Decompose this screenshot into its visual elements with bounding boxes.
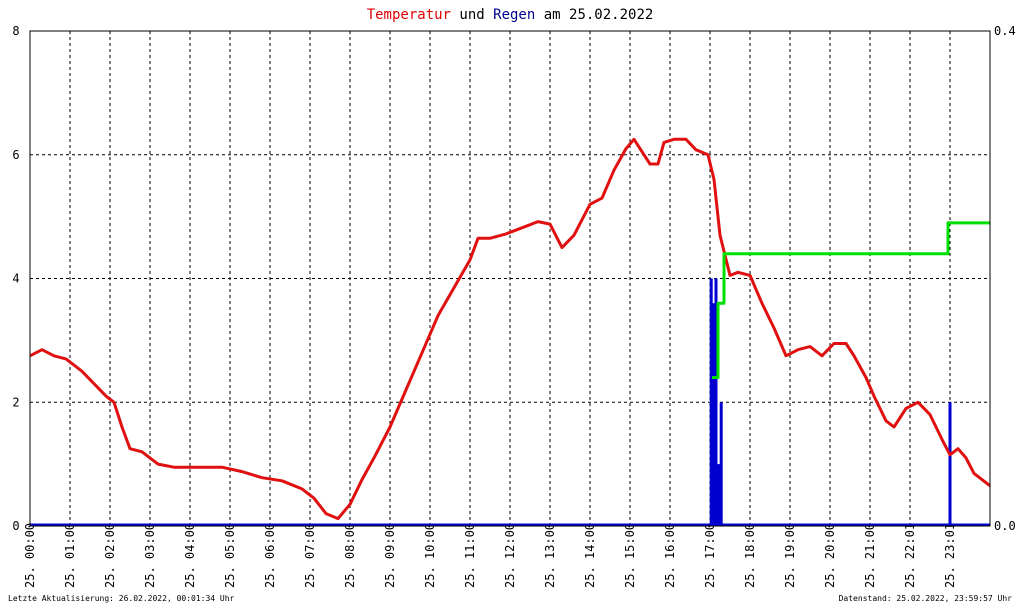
x-tick-label: 25. 04:00 [183, 523, 197, 588]
series-layer [29, 137, 991, 527]
x-tick-label: 25. 12:00 [503, 523, 517, 588]
y-left-tick-label: 4 [12, 272, 19, 286]
title-rain: Regen [493, 7, 535, 23]
x-tick-label: 25. 14:00 [583, 523, 597, 588]
x-tick-label: 25. 22:01 [903, 523, 917, 588]
chart-title: Temperatur und Regen am 25.02.2022 [367, 7, 654, 23]
x-tick-label: 25. 09:00 [383, 523, 397, 588]
x-tick-label: 25. 18:00 [743, 523, 757, 588]
x-axis: 25. 00:00 25. 01:00 25. 02:00 25. 03:00 25. … [23, 523, 957, 588]
y-right-tick-label: 0.4 [994, 24, 1016, 38]
x-tick-label: 25. 03:00 [143, 523, 157, 588]
x-tick-label: 25. 07:00 [303, 523, 317, 588]
x-tick-label: 25. 19:00 [783, 523, 797, 588]
y-axis-left: 0 2 4 6 8 [12, 24, 19, 533]
x-tick-label: 25. 11:00 [463, 523, 477, 588]
x-tick-label: 25. 06:00 [263, 523, 277, 588]
x-tick-label: 25. 16:00 [663, 523, 677, 588]
x-tick-label: 25. 05:00 [223, 523, 237, 588]
title-date: am 25.02.2022 [535, 7, 653, 23]
x-tick-label: 25. 23:01 [943, 523, 957, 588]
x-tick-label: 25. 08:00 [343, 523, 357, 588]
title-and: und [451, 7, 493, 23]
x-tick-label: 25. 20:00 [823, 523, 837, 588]
x-tick-label: 25. 15:00 [623, 523, 637, 588]
plot-frame [29, 30, 991, 527]
footer-data-status: Datenstand: 25.02.2022, 23:59:57 Uhr [839, 594, 1013, 603]
y-left-tick-label: 0 [12, 519, 19, 533]
x-tick-label: 25. 10:00 [423, 523, 437, 588]
y-left-tick-label: 2 [12, 395, 19, 409]
title-temperature: Temperatur [367, 7, 451, 23]
grid [30, 31, 990, 526]
x-tick-label: 25. 21:00 [863, 523, 877, 588]
x-tick-label: 25. 00:00 [23, 523, 37, 588]
rain_cumulative-line [712, 221, 990, 379]
footer-last-update: Letzte Aktualisierung: 26.02.2022, 00:01… [8, 594, 235, 603]
temperature-line [29, 137, 991, 521]
x-tick-label: 25. 17:00 [703, 523, 717, 588]
y-left-tick-label: 8 [12, 24, 19, 38]
y-left-tick-label: 6 [12, 148, 19, 162]
y-axis-right: 0.0 0.4 [994, 24, 1016, 533]
x-tick-label: 25. 02:00 [103, 523, 117, 588]
y-right-tick-label: 0.0 [994, 519, 1016, 533]
x-tick-label: 25. 13:00 [543, 523, 557, 588]
x-tick-label: 25. 01:00 [63, 523, 77, 588]
